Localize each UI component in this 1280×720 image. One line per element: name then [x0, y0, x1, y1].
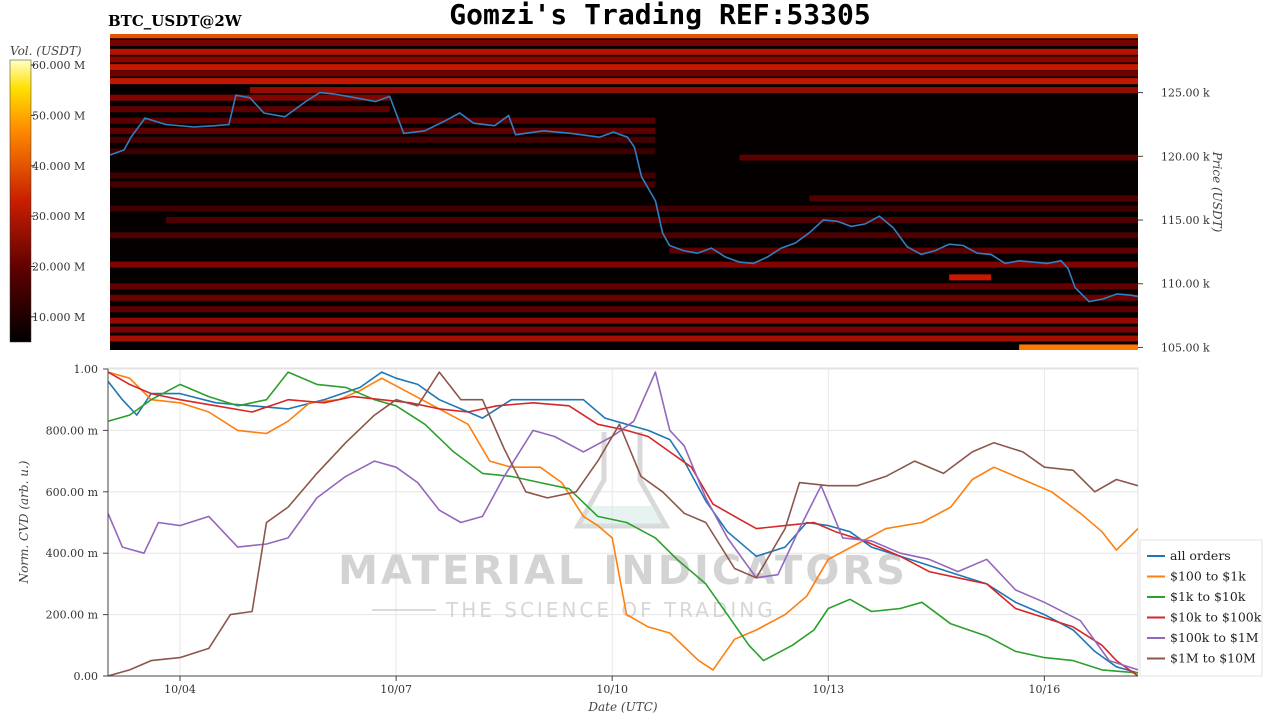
- cvd-y-tick-label: 600.00 m: [46, 486, 99, 499]
- symbol-label: BTC_USDT@2W: [108, 12, 243, 30]
- liquidity-band: [249, 87, 1138, 94]
- liquidity-band: [110, 56, 1138, 63]
- cvd-series-line: [108, 371, 1138, 674]
- liquidity-band: [165, 217, 1138, 224]
- liquidity-band: [110, 70, 1138, 77]
- colorbar-tick-label: 30.000 M: [32, 210, 85, 223]
- legend: all orders $100 to $1k $1k to $10k $10k to …: [1139, 539, 1263, 677]
- page-title: Gomzi's Trading REF:53305: [449, 0, 870, 31]
- liquidity-band: [110, 136, 656, 143]
- liquidity-band: [110, 148, 656, 155]
- liquidity-band: [110, 335, 1138, 342]
- date-axis-label: Date (UTC): [587, 700, 657, 714]
- heatmap-panel: [110, 34, 1138, 350]
- liquidity-band: [1019, 344, 1138, 350]
- liquidity-band: [110, 261, 1138, 268]
- liquidity-band: [110, 39, 1138, 46]
- colorbar-tick-label: 60.000 M: [32, 59, 85, 72]
- liquidity-band: [110, 294, 1138, 301]
- liquidity-band: [110, 127, 656, 134]
- cvd-series-line: [108, 371, 1138, 671]
- price-tick-label: 115.00 k: [1161, 214, 1210, 227]
- cvd-y-tick-label: 400.00 m: [46, 547, 99, 560]
- price-tick-label: 105.00 k: [1161, 341, 1210, 354]
- price-tick-label: 125.00 k: [1161, 87, 1210, 100]
- colorbar-ticks: 10.000 M 20.000 M 30.000 M 40.000 M 50.000 M…: [31, 59, 85, 324]
- colorbar-tick-label: 40.000 M: [32, 160, 85, 173]
- price-axis-label: Price (USDT): [1210, 151, 1224, 233]
- cvd-x-tick-label: 10/13: [812, 683, 844, 696]
- cvd-series-line: [108, 371, 1138, 674]
- liquidity-band: [110, 232, 1138, 239]
- liquidity-band: [110, 117, 656, 124]
- watermark-brand: MATERIAL INDICATORS: [338, 548, 908, 594]
- legend-entry: $100 to $1k: [1170, 569, 1246, 584]
- liquidity-band: [739, 154, 1138, 161]
- liquidity-band: [110, 306, 1138, 313]
- cvd-x-tick-label: 10/16: [1029, 683, 1061, 696]
- cvd-series-line: [108, 371, 1138, 677]
- legend-entry: all orders: [1170, 548, 1231, 563]
- watermark-tagline: THE SCIENCE OF TRADING: [445, 598, 776, 622]
- legend-entry: $1M to $10M: [1170, 651, 1256, 666]
- cvd-x-tick-label: 10/10: [596, 683, 628, 696]
- price-tick-label: 120.00 k: [1161, 150, 1210, 163]
- liquidity-band: [110, 317, 1138, 324]
- colorbar-label: Vol. (USDT): [10, 44, 82, 58]
- cvd-y-tick-label: 200.00 m: [46, 609, 99, 622]
- liquidity-band: [110, 78, 1138, 85]
- legend-entry: $1k to $10k: [1170, 589, 1246, 604]
- cvd-y-tick-label: 800.00 m: [46, 424, 99, 437]
- liquidity-band: [110, 326, 1138, 333]
- cvd-y-tick-label: 0.00: [74, 670, 99, 683]
- price-line: [110, 91, 1138, 303]
- liquidity-band: [110, 34, 1138, 39]
- legend-entry: $100k to $1M: [1170, 630, 1259, 645]
- liquidity-band: [809, 195, 1138, 202]
- liquidity-band: [949, 274, 992, 281]
- liquidity-band: [110, 205, 1138, 212]
- liquidity-band: [110, 181, 656, 188]
- cvd-x-tick-label: 10/07: [380, 683, 412, 696]
- legend-entry: $10k to $100k: [1170, 610, 1262, 625]
- cvd-series-line: [108, 371, 1138, 677]
- colorbar: [9, 59, 32, 343]
- cvd-y-tick-label: 1.00: [74, 363, 99, 376]
- liquidity-band: [110, 106, 390, 113]
- cvd-axis-label: Norm. CVD (arb. u.): [17, 460, 31, 584]
- liquidity-band: [110, 64, 1138, 71]
- cvd-x-tick-label: 10/04: [164, 683, 196, 696]
- liquidity-band: [669, 247, 1138, 254]
- liquidity-band: [110, 283, 1138, 290]
- colorbar-tick-label: 10.000 M: [32, 311, 85, 324]
- legend-box: [1139, 539, 1263, 677]
- price-tick-label: 110.00 k: [1161, 278, 1210, 291]
- liquidity-band: [110, 48, 1138, 55]
- liquidity-band: [110, 172, 656, 179]
- colorbar-tick-label: 20.000 M: [32, 260, 85, 273]
- colorbar-tick-label: 50.000 M: [32, 109, 85, 122]
